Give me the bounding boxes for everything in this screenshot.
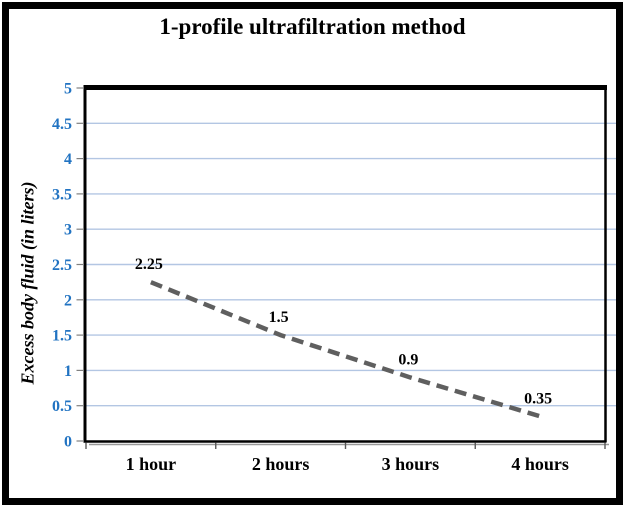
- y-tick-label: 2: [64, 292, 72, 309]
- y-tick-label: 4: [64, 151, 72, 168]
- y-axis-title: Excess body fluid (in liters): [17, 181, 38, 385]
- x-axis-label: 1 hour: [126, 454, 177, 474]
- data-label: 0.9: [398, 351, 418, 368]
- y-tick-label: 3.5: [52, 186, 72, 203]
- y-tick-label: 1.5: [52, 328, 72, 345]
- y-tick-label: 2.5: [52, 257, 72, 274]
- series-line: [150, 280, 541, 419]
- x-axis-label: 2 hours: [252, 454, 310, 474]
- chart-title: 1-profile ultrafiltration method: [159, 14, 466, 39]
- y-tick-label: 3: [64, 222, 72, 239]
- x-axis-label: 3 hours: [382, 454, 440, 474]
- x-axis-label: 4 hours: [511, 454, 569, 474]
- y-tick-label: 4.5: [52, 116, 72, 133]
- y-tick-label: 1: [64, 363, 72, 380]
- y-tick-label: 0.5: [52, 398, 72, 415]
- data-label: 1.5: [269, 309, 289, 326]
- y-tick-label: 0: [64, 434, 72, 451]
- data-label: 2.25: [135, 256, 163, 273]
- data-label: 0.35: [524, 390, 552, 407]
- y-tick-label: 5: [64, 81, 72, 98]
